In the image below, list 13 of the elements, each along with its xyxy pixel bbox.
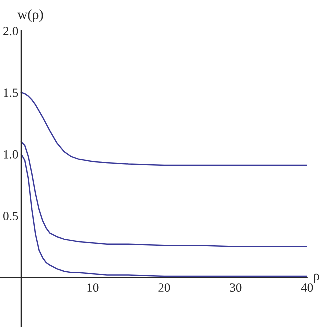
y-tick-label: 1.0	[4, 150, 18, 159]
line-series	[20, 92, 308, 166]
x-axis-title: ρ	[314, 274, 320, 284]
y-tick-label: 0.5	[4, 212, 18, 221]
y-tick-label: 2.0	[4, 27, 18, 36]
y-axis-title: w(ρ)	[18, 10, 44, 22]
x-tick-label: 40	[301, 284, 314, 292]
y-tick-label: 1.5	[4, 88, 18, 98]
x-tick-label: 10	[88, 284, 99, 292]
x-tick-label: 30	[230, 284, 242, 292]
line-series	[20, 141, 308, 248]
line-series	[20, 154, 308, 278]
x-tick-label: 20	[158, 284, 170, 292]
